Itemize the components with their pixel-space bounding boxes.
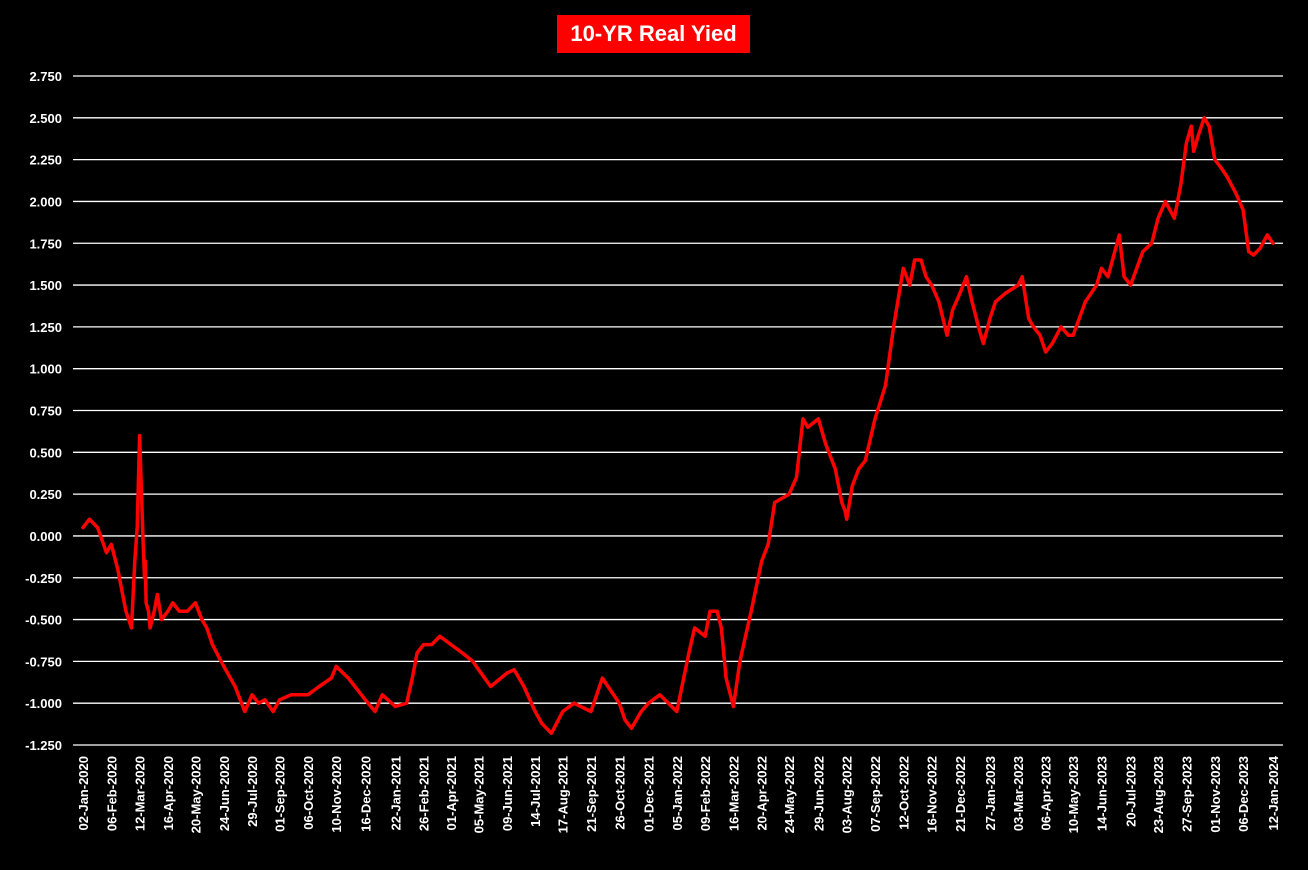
y-tick-label: 0.750 (29, 404, 62, 419)
x-tick-label: 16-Nov-2022 (925, 756, 940, 833)
chart-title: 10-YR Real Yied (557, 15, 750, 53)
y-tick-label: 0.500 (29, 445, 62, 460)
x-tick-label: 01-Apr-2021 (444, 756, 459, 830)
y-tick-label: -0.250 (25, 571, 62, 586)
x-tick-label: 20-Apr-2022 (755, 756, 770, 830)
x-tick-label: 03-Mar-2023 (1011, 756, 1026, 831)
x-tick-label: 01-Nov-2023 (1208, 756, 1223, 833)
series-line (81, 116, 1275, 736)
x-tick-label: 12-Oct-2022 (896, 756, 911, 830)
x-tick-label: 16-Apr-2020 (161, 756, 176, 830)
y-tick-label: 1.500 (29, 278, 62, 293)
series-layer (81, 116, 1275, 736)
x-tick-label: 14-Jun-2023 (1094, 756, 1109, 831)
y-tick-label: -0.750 (25, 654, 62, 669)
x-tick-label: 29-Jun-2022 (811, 756, 826, 831)
x-tick-label: 22-Jan-2021 (388, 756, 403, 830)
x-tick-label: 16-Dec-2020 (358, 756, 373, 832)
y-tick-label: 1.750 (29, 236, 62, 251)
x-tick-label: 14-Jul-2021 (528, 756, 543, 827)
x-tick-label: 27-Sep-2023 (1179, 756, 1194, 832)
gridlines (73, 75, 1283, 746)
x-tick-label: 03-Aug-2022 (840, 756, 855, 833)
x-tick-label: 26-Oct-2021 (612, 756, 627, 830)
x-tick-label: 26-Feb-2021 (417, 756, 432, 831)
x-tick-label: 09-Feb-2022 (698, 756, 713, 831)
x-tick-label: 21-Dec-2022 (953, 756, 968, 832)
x-tick-label: 10-Nov-2020 (329, 756, 344, 833)
y-tick-label: -1.250 (25, 738, 62, 753)
x-tick-label: 24-Jun-2020 (217, 756, 232, 831)
y-tick-label: 1.250 (29, 320, 62, 335)
x-tick-label: 05-Jan-2022 (670, 756, 685, 830)
x-tick-label: 17-Aug-2021 (556, 756, 571, 833)
y-tick-label: 2.500 (29, 111, 62, 126)
x-tick-label: 02-Jan-2020 (76, 756, 91, 830)
x-tick-label: 12-Mar-2020 (133, 756, 148, 831)
x-tick-label: 16-Mar-2022 (726, 756, 741, 831)
x-tick-label: 06-Dec-2023 (1236, 756, 1251, 832)
x-tick-label: 21-Sep-2021 (584, 756, 599, 832)
x-axis: 02-Jan-2020 06-Feb-2020 12-Mar-2020 16-Apr-… (76, 755, 1281, 833)
x-tick-label: 29-Jul-2020 (245, 756, 260, 827)
x-tick-label: 06-Feb-2020 (104, 756, 119, 831)
x-tick-label: 24-May-2022 (782, 756, 797, 833)
x-tick-label: 23-Aug-2023 (1151, 756, 1166, 833)
x-tick-label: 07-Sep-2022 (868, 756, 883, 832)
y-tick-label: -1.000 (25, 696, 62, 711)
y-tick-label: -0.500 (25, 613, 62, 628)
x-tick-label: 09-Jun-2021 (500, 756, 515, 831)
y-tick-label: 2.750 (29, 69, 62, 84)
x-tick-label: 06-Oct-2020 (301, 756, 316, 830)
x-tick-label: 12-Jan-2024 (1266, 755, 1281, 830)
x-tick-label: 06-Apr-2023 (1039, 756, 1054, 830)
x-tick-label: 05-May-2021 (472, 756, 487, 833)
x-tick-label: 10-May-2023 (1066, 756, 1081, 833)
y-tick-label: 2.000 (29, 194, 62, 209)
y-tick-label: 1.000 (29, 362, 62, 377)
y-axis: 2.750 2.500 2.250 2.000 1.750 1.500 1.250 1.000… (25, 69, 62, 753)
x-tick-label: 27-Jan-2023 (983, 756, 998, 830)
x-tick-label: 01-Sep-2020 (273, 756, 288, 832)
y-tick-label: 0.000 (29, 529, 62, 544)
x-tick-label: 01-Dec-2021 (641, 756, 656, 832)
x-tick-label: 20-Jul-2023 (1124, 756, 1139, 827)
y-tick-label: 2.250 (29, 153, 62, 168)
x-tick-label: 20-May-2020 (188, 756, 203, 833)
y-tick-label: 0.250 (29, 487, 62, 502)
